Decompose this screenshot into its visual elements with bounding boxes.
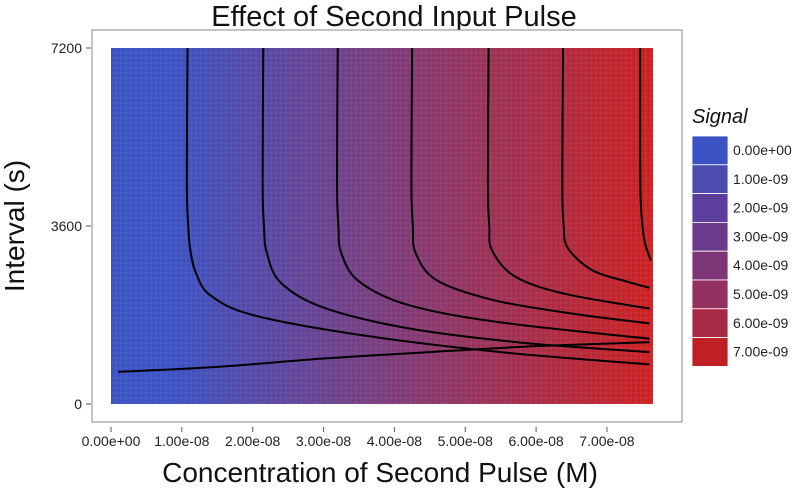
legend-label: 5.00e-09 xyxy=(733,286,788,302)
x-tick-label: 6.00e-08 xyxy=(508,433,563,449)
heatmap-surface xyxy=(111,48,653,404)
chart-title: Effect of Second Input Pulse xyxy=(211,1,576,33)
contour-line-6 xyxy=(486,47,650,310)
y-axis-ticks: 0 3600 7200 xyxy=(51,40,91,412)
legend-label: 2.00e-09 xyxy=(733,200,788,216)
contour-line-7 xyxy=(561,47,650,289)
contour-line-8 xyxy=(639,47,652,261)
legend-swatch xyxy=(691,164,729,195)
x-tick-label: 4.00e-08 xyxy=(367,433,422,449)
x-axis-ticks: 0.00e+00 1.00e-08 2.00e-08 3.00e-08 4.00e-08… xyxy=(82,427,635,449)
legend-swatch xyxy=(691,221,729,252)
x-tick-label: 2.00e-08 xyxy=(225,433,280,449)
legend-label: 4.00e-09 xyxy=(733,257,788,273)
y-tick-label: 0 xyxy=(74,396,82,412)
x-tick-label: 3.00e-08 xyxy=(296,433,351,449)
contour-line-2 xyxy=(185,47,650,366)
legend-swatch xyxy=(691,250,729,281)
x-tick-label: 5.00e-08 xyxy=(438,433,493,449)
legend-swatch xyxy=(691,135,729,166)
legend: Signal 0.00e+00 1.00e-09 2.00e-09 3.00e-09 4… xyxy=(691,106,792,367)
x-tick-label: 7.00e-08 xyxy=(579,433,634,449)
legend-items: 0.00e+00 1.00e-09 2.00e-09 3.00e-09 4.00e-09… xyxy=(691,135,792,367)
legend-label: 6.00e-09 xyxy=(733,315,788,331)
contour-line-3 xyxy=(261,47,650,354)
legend-swatch xyxy=(691,279,729,310)
legend-swatch xyxy=(691,337,729,367)
legend-label: 0.00e+00 xyxy=(733,142,792,158)
y-tick-label: 3600 xyxy=(51,218,82,234)
legend-label: 7.00e-09 xyxy=(733,344,788,360)
legend-label: 3.00e-09 xyxy=(733,228,788,244)
contour-line-4 xyxy=(335,47,650,340)
x-axis-title: Concentration of Second Pulse (M) xyxy=(162,457,598,488)
y-axis-title: Interval (s) xyxy=(0,160,30,292)
y-tick-label: 7200 xyxy=(51,40,82,56)
x-tick-label: 1.00e-08 xyxy=(154,433,209,449)
legend-swatch xyxy=(691,308,729,338)
legend-label: 1.00e-09 xyxy=(733,171,788,187)
legend-title: Signal xyxy=(692,106,748,128)
x-tick-label: 0.00e+00 xyxy=(82,433,141,449)
contour-line-5 xyxy=(410,47,650,325)
legend-swatch xyxy=(691,193,729,223)
contour-lines xyxy=(118,47,652,373)
